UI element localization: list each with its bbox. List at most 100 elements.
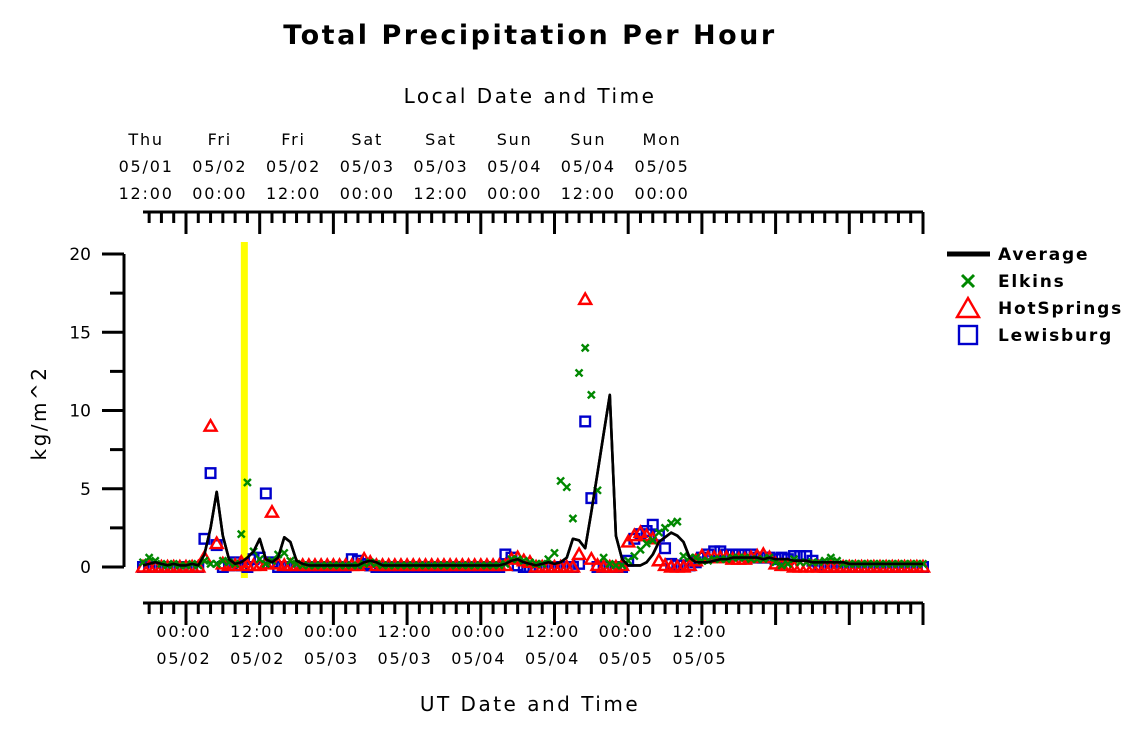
point-hotsprings xyxy=(632,524,649,539)
point-lewisburg xyxy=(259,487,272,500)
point-lewisburg xyxy=(585,492,598,505)
bottom-tick-time: 12:00 xyxy=(525,622,580,641)
point-elkins xyxy=(648,536,658,545)
top-tick-day: Sun xyxy=(497,130,533,149)
point-elkins xyxy=(580,343,590,353)
point-elkins xyxy=(286,556,295,566)
point-elkins xyxy=(550,548,559,558)
top-tick-date: 05/02 xyxy=(266,157,321,176)
point-elkins xyxy=(279,548,289,558)
point-elkins xyxy=(666,518,676,528)
point-hotsprings xyxy=(613,557,631,572)
top-tick-date: 05/02 xyxy=(192,157,247,176)
y-tick-label: 0 xyxy=(80,558,91,578)
point-elkins xyxy=(212,559,222,569)
point-lewisburg xyxy=(646,518,659,531)
top-tick-day: Thu xyxy=(127,130,163,149)
bottom-tick-date: 05/04 xyxy=(451,649,506,668)
point-lewisburg xyxy=(579,415,592,428)
series-line-average-top xyxy=(142,393,923,567)
point-elkins xyxy=(636,545,645,555)
bottom-tick-time: 00:00 xyxy=(304,622,359,641)
point-elkins xyxy=(826,553,836,562)
point-elkins xyxy=(629,551,639,561)
point-elkins xyxy=(562,482,572,492)
bottom-tick-date: 05/03 xyxy=(304,649,359,668)
point-lewisburg xyxy=(714,545,727,558)
legend-label-lewisburg: Lewisburg xyxy=(998,326,1113,346)
point-elkins xyxy=(586,390,596,400)
top-tick-date: 05/04 xyxy=(561,157,616,176)
point-elkins xyxy=(568,514,578,523)
point-hotsprings xyxy=(583,550,600,565)
top-tick-date: 05/04 xyxy=(487,157,542,176)
point-elkins xyxy=(679,551,688,561)
bottom-tick-time: 12:00 xyxy=(672,622,727,641)
point-elkins xyxy=(599,553,608,562)
point-hotsprings xyxy=(263,503,281,518)
point-hotsprings xyxy=(208,535,225,550)
top-tick-time: 12:00 xyxy=(119,184,174,203)
point-elkins xyxy=(544,554,553,564)
point-hotsprings xyxy=(650,552,667,567)
top-tick-day: Sat xyxy=(351,130,383,149)
legend-swatch-hotsprings xyxy=(954,295,982,319)
top-tick-day: Sat xyxy=(425,130,457,149)
point-elkins xyxy=(642,539,651,548)
legend-swatch-elkins xyxy=(960,273,976,289)
top-tick-date: 05/05 xyxy=(634,157,689,176)
top-axis-title: Local Date and Time xyxy=(404,84,657,108)
top-tick-day: Fri xyxy=(281,130,305,149)
bottom-tick-time: 00:00 xyxy=(451,622,506,641)
top-tick-time: 00:00 xyxy=(487,184,542,203)
top-tick-time: 12:00 xyxy=(413,184,468,203)
series-layer xyxy=(134,290,932,574)
point-hotsprings xyxy=(202,417,219,432)
legend-swatch-lewisburg xyxy=(957,324,979,346)
point-lewisburg xyxy=(775,551,788,564)
y-tick-label: 15 xyxy=(69,323,91,343)
y-axis-title: kg/m^2 xyxy=(27,366,51,461)
legend: Average Elkins HotSprings Lewisburg xyxy=(947,245,1123,346)
axes-layer: 0 5 10 15 20 00:00 05/02 12:00 05/02 00:00 05/03 12… xyxy=(69,130,925,668)
y-tick-label: 20 xyxy=(69,245,91,265)
point-elkins xyxy=(777,561,787,570)
point-hotsprings xyxy=(564,558,581,573)
point-hotsprings xyxy=(626,527,643,542)
top-tick-date: 05/01 xyxy=(119,157,174,176)
point-lewisburg xyxy=(659,542,672,555)
top-tick-time: 00:00 xyxy=(340,184,395,203)
y-tick-label: 5 xyxy=(80,480,91,500)
x-axis-title: UT Date and Time xyxy=(420,692,640,716)
legend-label-average: Average xyxy=(998,245,1089,265)
top-tick-date: 05/03 xyxy=(413,157,468,176)
point-elkins xyxy=(605,559,615,569)
top-tick-day: Fri xyxy=(208,130,232,149)
point-hotsprings xyxy=(570,546,588,561)
bottom-tick-time: 00:00 xyxy=(599,622,654,641)
point-lewisburg xyxy=(708,545,721,558)
point-elkins xyxy=(144,553,154,562)
highlight-layer xyxy=(240,242,248,578)
top-tick-day: Mon xyxy=(642,130,681,149)
bottom-tick-date: 05/03 xyxy=(378,649,433,668)
top-tick-time: 00:00 xyxy=(634,184,689,203)
legend-label-hotsprings: HotSprings xyxy=(998,299,1123,319)
point-elkins xyxy=(218,556,228,566)
point-elkins xyxy=(574,368,584,378)
point-elkins xyxy=(236,529,246,539)
bottom-tick-date: 05/02 xyxy=(156,649,211,668)
y-tick-label: 10 xyxy=(69,402,91,422)
bottom-tick-time: 12:00 xyxy=(230,622,285,641)
top-tick-date: 05/03 xyxy=(340,157,395,176)
bottom-tick-time: 00:00 xyxy=(156,622,211,641)
point-elkins xyxy=(243,478,252,487)
top-tick-day: Sun xyxy=(570,130,606,149)
top-tick-time: 00:00 xyxy=(192,184,247,203)
top-tick-time: 12:00 xyxy=(266,184,321,203)
legend-label-elkins: Elkins xyxy=(998,272,1066,292)
bottom-tick-date: 05/05 xyxy=(672,649,727,668)
bottom-tick-date: 05/04 xyxy=(525,649,580,668)
point-hotsprings xyxy=(577,290,594,306)
